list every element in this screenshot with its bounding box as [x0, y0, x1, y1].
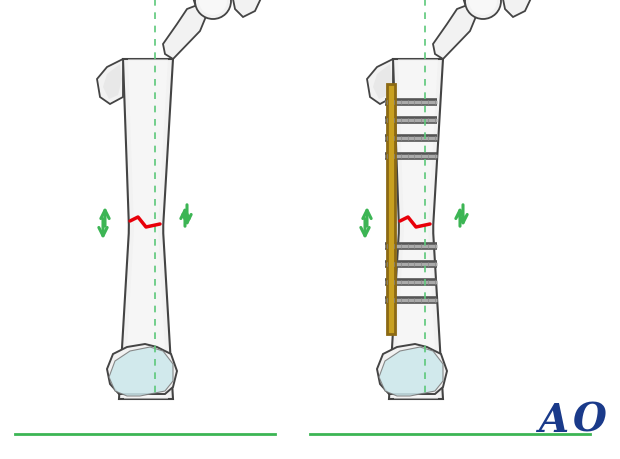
Polygon shape [119, 59, 173, 399]
Circle shape [195, 0, 231, 19]
Text: O: O [573, 402, 607, 440]
Polygon shape [367, 59, 393, 104]
Polygon shape [389, 59, 443, 399]
Polygon shape [433, 4, 477, 59]
Polygon shape [377, 344, 447, 394]
Polygon shape [373, 64, 392, 99]
Circle shape [469, 0, 497, 15]
Polygon shape [461, 0, 533, 17]
Bar [387, 84, 395, 334]
Circle shape [199, 0, 227, 15]
Polygon shape [163, 4, 207, 59]
Polygon shape [107, 344, 177, 394]
Polygon shape [109, 347, 173, 396]
Polygon shape [191, 0, 263, 17]
Polygon shape [97, 59, 123, 104]
Polygon shape [103, 64, 122, 99]
Polygon shape [394, 59, 438, 399]
Polygon shape [379, 347, 443, 396]
Text: A: A [538, 402, 568, 440]
Circle shape [465, 0, 501, 19]
Polygon shape [124, 59, 168, 399]
